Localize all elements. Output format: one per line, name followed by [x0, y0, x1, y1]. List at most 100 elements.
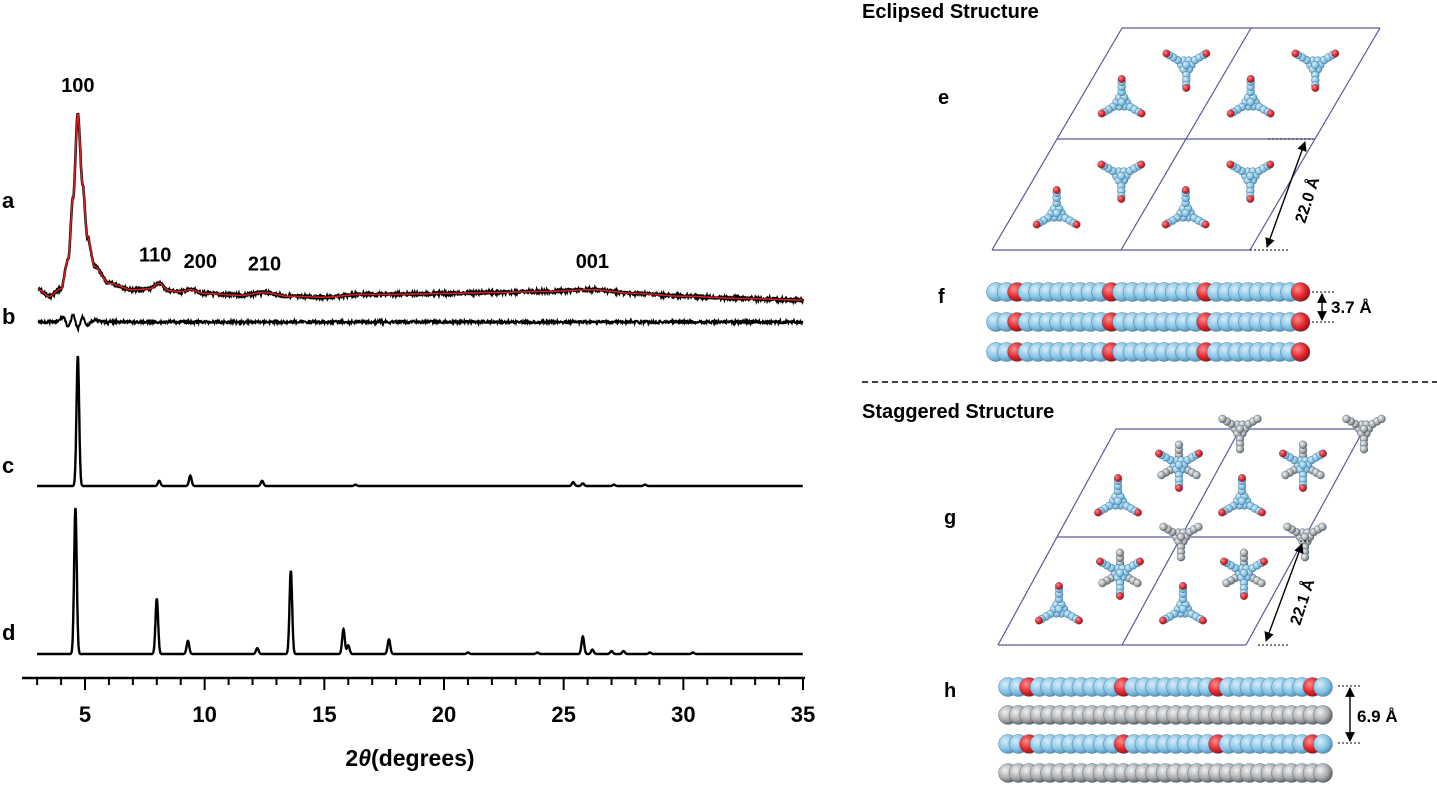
x-ticks: 5 10 15 20 25 30 35 — [36, 678, 815, 727]
atom — [1115, 568, 1125, 578]
atom — [1116, 592, 1124, 600]
framework-node — [1155, 449, 1203, 492]
atom — [1159, 616, 1167, 625]
atom — [1035, 616, 1043, 625]
series-b-difference — [37, 312, 804, 334]
atom — [1246, 195, 1255, 203]
atom — [1194, 522, 1203, 532]
dimension-f-label: 3.7 Å — [1331, 298, 1372, 317]
peak-label: 210 — [248, 254, 281, 276]
atom — [1246, 97, 1255, 107]
framework-node — [1226, 75, 1275, 118]
atom — [1298, 460, 1308, 470]
atom — [1299, 484, 1307, 492]
atom — [1239, 548, 1249, 557]
series-c-trace — [37, 355, 803, 488]
layer-row — [998, 705, 1333, 725]
atom — [1098, 578, 1107, 588]
atom — [1201, 220, 1210, 229]
atom — [1218, 414, 1227, 424]
atom — [1094, 508, 1102, 517]
atom — [1283, 522, 1292, 532]
atom — [1137, 160, 1146, 169]
series-a-experimental — [37, 112, 805, 306]
atom — [1239, 568, 1249, 578]
xrd-panel-letters: a b c d — [2, 188, 15, 645]
atom — [1136, 557, 1144, 566]
unit-cell-grid — [991, 27, 1381, 251]
framework-node — [1097, 75, 1146, 118]
dimension-e-label: 22.0 Å — [1291, 174, 1324, 225]
panel-label-h: h — [944, 680, 956, 702]
peak-label: 001 — [576, 251, 609, 273]
panel-label-c: c — [2, 453, 14, 478]
atom — [1300, 532, 1310, 542]
dimension-f: 3.7 Å — [1312, 291, 1372, 323]
peak-label: 110 — [139, 244, 171, 266]
x-axis-title-units: (degrees) — [371, 745, 475, 771]
dimension-h-label: 6.9 Å — [1357, 707, 1398, 726]
dimension-g: 22.1 Å — [1258, 540, 1319, 646]
atom — [1281, 470, 1290, 480]
atom — [1331, 49, 1340, 58]
dimension-g-label: 22.1 Å — [1286, 576, 1319, 627]
atom — [1290, 312, 1311, 332]
peak-labels: 100 110 200 210 001 — [61, 75, 609, 276]
atom — [1162, 49, 1171, 58]
atom — [1218, 508, 1226, 517]
x-tick-label: 15 — [312, 702, 336, 727]
atom — [1298, 440, 1308, 449]
atom — [1319, 449, 1327, 458]
atom — [1175, 484, 1183, 492]
atom — [1195, 449, 1203, 458]
atom — [1113, 496, 1123, 506]
atom — [1181, 208, 1190, 218]
atom — [1032, 220, 1041, 229]
atom — [1220, 557, 1228, 566]
layer-row — [998, 677, 1333, 697]
atom — [1179, 582, 1187, 590]
peak-label: 100 — [61, 75, 94, 97]
layer-row — [986, 282, 1311, 302]
framework-node — [1226, 160, 1275, 203]
x-tick-label: 10 — [192, 702, 216, 727]
x-axis-title-theta: θ — [358, 745, 371, 771]
structure-panels: Eclipsed Structure Staggered Structure e… — [862, 1, 1437, 783]
framework-node — [1279, 449, 1327, 492]
atom — [1155, 449, 1163, 458]
layer-row — [986, 342, 1311, 362]
atom — [1279, 449, 1287, 458]
atom — [1222, 578, 1231, 588]
series-c-simulated — [37, 355, 803, 488]
atom — [1054, 604, 1064, 614]
atom — [1291, 49, 1300, 58]
atom — [1300, 553, 1310, 562]
atom — [1359, 445, 1369, 454]
series-d-simulated — [37, 507, 803, 656]
framework-node — [1162, 49, 1211, 92]
atom — [1117, 195, 1126, 203]
atom — [1181, 186, 1190, 194]
atom — [1311, 84, 1320, 92]
atom — [1117, 171, 1126, 181]
layer-row — [998, 763, 1333, 783]
atom — [1052, 186, 1061, 194]
atom — [1246, 171, 1255, 181]
atom — [1052, 208, 1061, 218]
atom — [1226, 109, 1235, 118]
staggered-title: Staggered Structure — [862, 401, 1054, 423]
atom — [1258, 508, 1266, 517]
atom — [1117, 97, 1126, 107]
framework-node — [1283, 522, 1327, 562]
atom — [1174, 460, 1184, 470]
atom — [1114, 474, 1122, 482]
framework-node — [1097, 160, 1146, 203]
atom — [1313, 763, 1333, 783]
atom — [1159, 522, 1168, 532]
atom — [1311, 60, 1320, 70]
framework-node — [1218, 474, 1266, 517]
atom — [1226, 160, 1235, 169]
atom — [1246, 75, 1255, 83]
atom — [1235, 445, 1245, 454]
xrd-traces — [37, 112, 805, 656]
